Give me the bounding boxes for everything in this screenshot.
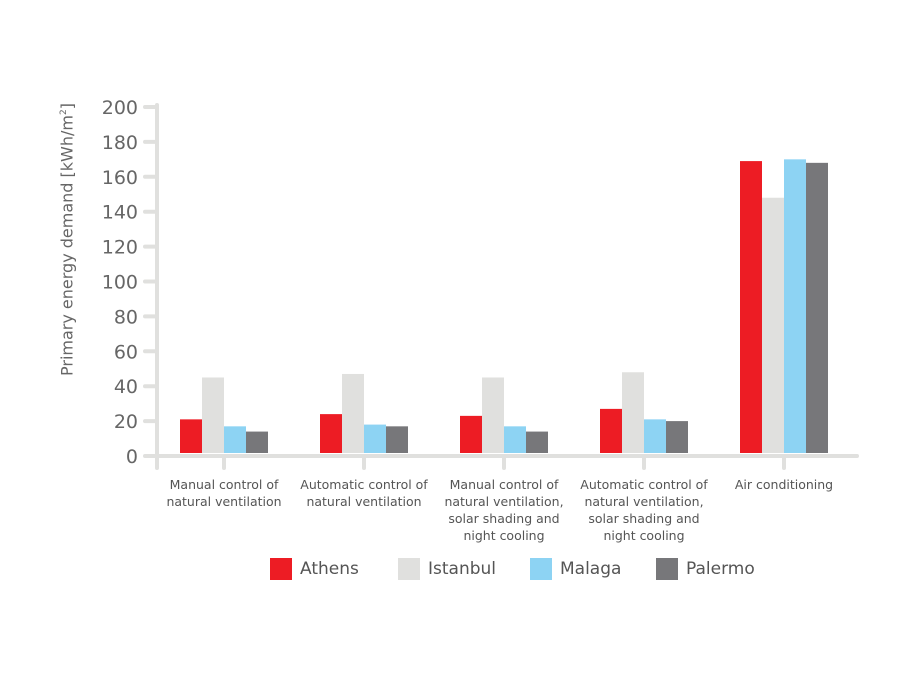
- bar-malaga: [364, 424, 386, 453]
- x-category-label: Air conditioning: [734, 477, 834, 492]
- legend-item-athens: Athens: [270, 558, 359, 580]
- legend-label: Istanbul: [428, 559, 497, 579]
- y-axis-label: Primary energy demand [kWh/m2]: [57, 103, 77, 376]
- bar-istanbul: [342, 373, 364, 453]
- bar-palermo: [246, 431, 268, 453]
- bar-palermo: [386, 426, 408, 453]
- bar-malaga: [504, 426, 526, 453]
- bar-istanbul: [622, 372, 644, 453]
- legend-swatch: [656, 558, 678, 580]
- y-tick-label: 140: [102, 202, 138, 224]
- bar-istanbul: [762, 197, 784, 453]
- bar-malaga: [784, 159, 806, 453]
- y-tick-label: 0: [126, 446, 138, 468]
- y-tick-label: 80: [114, 306, 138, 328]
- legend-label: Palermo: [686, 559, 755, 579]
- legend-item-malaga: Malaga: [530, 558, 621, 580]
- bar-athens: [600, 408, 622, 453]
- bar-palermo: [806, 162, 828, 453]
- legend-swatch: [530, 558, 552, 580]
- legend-label: Malaga: [560, 559, 622, 579]
- legend-label: Athens: [300, 559, 359, 579]
- x-category-label: Automatic control of natural ventilation,…: [580, 477, 708, 543]
- x-category-label: Manual control of natural ventilation, sol…: [444, 477, 564, 543]
- legend-swatch: [270, 558, 292, 580]
- bar-malaga: [224, 426, 246, 453]
- bar-athens: [460, 415, 482, 453]
- y-tick-label: 200: [102, 97, 138, 119]
- x-category-label: Automatic control of natural ventilation: [300, 477, 428, 509]
- y-tick-label: 40: [114, 376, 138, 398]
- y-tick-label: 180: [102, 132, 138, 154]
- y-tick-label: 60: [114, 341, 138, 363]
- bar-athens: [180, 419, 202, 453]
- legend-item-palermo: Palermo: [656, 558, 755, 580]
- bar-istanbul: [202, 377, 224, 453]
- bar-athens: [320, 414, 342, 453]
- bar-malaga: [644, 419, 666, 453]
- legend-swatch: [398, 558, 420, 580]
- y-tick-label: 160: [102, 167, 138, 189]
- bar-palermo: [526, 431, 548, 453]
- x-category-label: Manual control of natural ventilation: [166, 477, 282, 509]
- y-tick-label: 120: [102, 237, 138, 259]
- bar-athens: [740, 161, 762, 453]
- bar-istanbul: [482, 377, 504, 453]
- bar-palermo: [666, 421, 688, 453]
- y-tick-label: 20: [114, 411, 138, 433]
- y-tick-label: 100: [102, 272, 138, 294]
- legend-item-istanbul: Istanbul: [398, 558, 496, 580]
